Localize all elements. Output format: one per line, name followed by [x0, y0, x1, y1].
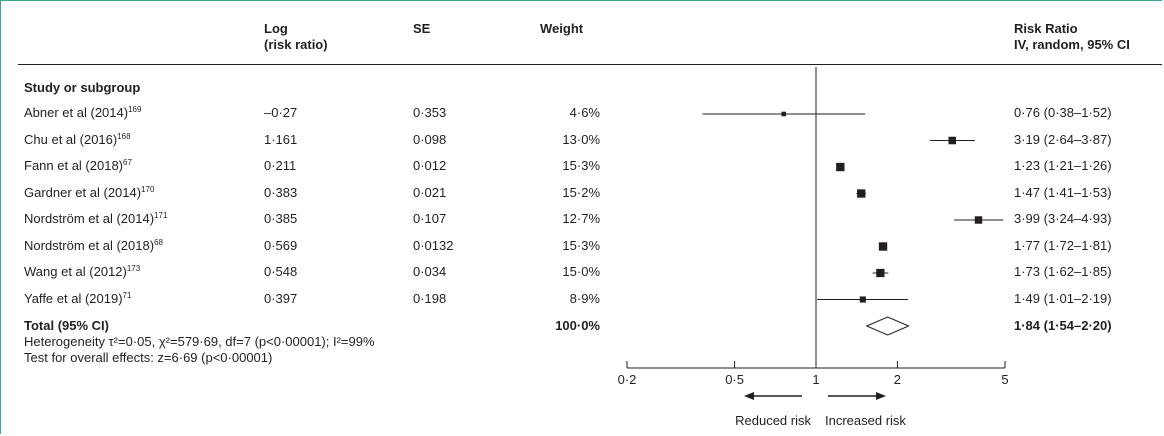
study-weight: 15·3%	[562, 158, 600, 173]
study-reference: 71	[122, 291, 132, 300]
study-se: 0·0132	[413, 238, 454, 253]
study-name: Fann et al (2018)67	[24, 158, 132, 174]
study-name: Nordström et al (2014)171	[24, 211, 167, 227]
x-tick-label: 0·5	[725, 372, 744, 387]
header-risk-ratio: Risk Ratio IV, random, 95% CI	[1014, 21, 1130, 52]
study-weight: 15·3%	[562, 238, 600, 253]
study-ci: 3·19 (2·64–3·87)	[1014, 132, 1112, 147]
reduced-risk-label: Reduced risk	[735, 413, 811, 428]
study-point-square	[876, 268, 885, 278]
study-ci: 1·47 (1·41–1·53)	[1014, 185, 1112, 200]
study-weight: 15·2%	[562, 185, 600, 200]
study-se: 0·107	[413, 211, 447, 226]
study-name-text: Nordström et al (2014)	[24, 211, 155, 226]
study-reference: 169	[128, 105, 142, 114]
header-se: SE	[413, 21, 431, 36]
study-point-square	[878, 242, 888, 251]
study-ci: 0·76 (0·38–1·52)	[1014, 105, 1112, 120]
study-name: Wang et al (2012)173	[24, 264, 140, 280]
heterogeneity-note: Heterogeneity τ²=0·05, χ²=579·69, df=7 (…	[24, 334, 375, 349]
study-weight: 13·0%	[562, 132, 600, 147]
study-se: 0·198	[413, 291, 447, 306]
study-ci: 1·23 (1·21–1·26)	[1014, 158, 1112, 173]
study-se: 0·034	[413, 264, 447, 279]
study-name: Abner et al (2014)169	[24, 105, 141, 121]
study-name: Chu et al (2016)168	[24, 132, 131, 148]
x-tick-label: 5	[1001, 372, 1008, 387]
pooled-diamond	[865, 316, 910, 336]
study-name-text: Chu et al (2016)	[24, 132, 118, 147]
study-log-rr: 0·383	[264, 185, 298, 200]
study-se: 0·353	[413, 105, 447, 120]
increased-risk-label: Increased risk	[825, 413, 906, 428]
overall-effect-note: Test for overall effects: z=6·69 (p<0·00…	[24, 350, 273, 365]
study-log-rr: –0·27	[264, 105, 298, 120]
section-label: Study or subgroup	[24, 80, 141, 95]
study-se: 0·021	[413, 185, 447, 200]
study-ci: 1·73 (1·62–1·85)	[1014, 264, 1112, 279]
study-weight: 15·0%	[562, 264, 600, 279]
total-weight: 100·0%	[555, 318, 600, 333]
study-name-text: Yaffe et al (2019)	[24, 291, 123, 306]
study-log-rr: 0·548	[264, 264, 298, 279]
study-name-text: Nordström et al (2018)	[24, 238, 155, 253]
header-rule	[18, 64, 1162, 65]
study-name-text: Wang et al (2012)	[24, 264, 127, 279]
study-reference: 170	[141, 185, 155, 194]
study-log-rr: 0·211	[264, 158, 297, 173]
study-name-text: Abner et al (2014)	[24, 105, 129, 120]
study-point-square	[859, 296, 866, 303]
study-log-rr: 0·569	[264, 238, 298, 253]
study-ci: 1·77 (1·72–1·81)	[1014, 238, 1112, 253]
study-ci: 1·49 (1·01–2·19)	[1014, 291, 1112, 306]
study-se: 0·098	[413, 132, 447, 147]
study-reference: 68	[154, 238, 163, 247]
header-weight: Weight	[540, 21, 584, 36]
study-point-square	[836, 162, 845, 172]
x-tick-label: 2	[894, 372, 901, 387]
study-reference: 171	[154, 211, 168, 220]
study-point-square	[974, 216, 983, 224]
study-point-square	[948, 136, 956, 145]
study-se: 0·012	[413, 158, 447, 173]
study-name: Gardner et al (2014)170	[24, 185, 154, 201]
study-reference: 168	[117, 132, 131, 141]
increased-risk-arrowhead	[876, 392, 886, 400]
study-log-rr: 0·385	[264, 211, 298, 226]
study-point-square	[857, 189, 866, 198]
study-log-rr: 1·161	[264, 132, 298, 147]
study-reference: 67	[123, 158, 132, 167]
total-label: Total (95% CI)	[24, 318, 109, 333]
reduced-risk-arrowhead	[744, 392, 754, 400]
study-name-text: Gardner et al (2014)	[24, 185, 142, 200]
study-log-rr: 0·397	[264, 291, 298, 306]
study-point-square	[781, 111, 787, 117]
total-ci: 1·84 (1·54–2·20)	[1014, 318, 1112, 333]
x-tick-label: 0·2	[618, 372, 637, 387]
study-weight: 12·7%	[562, 211, 600, 226]
study-name: Yaffe et al (2019)71	[24, 291, 131, 307]
study-name: Nordström et al (2018)68	[24, 238, 163, 254]
header-log-risk-ratio: Log (risk ratio)	[264, 21, 328, 52]
study-name-text: Fann et al (2018)	[24, 158, 124, 173]
study-weight: 8·9%	[569, 291, 600, 306]
x-tick-label: 1	[812, 372, 819, 387]
study-ci: 3·99 (3·24–4·93)	[1014, 211, 1112, 226]
study-weight: 4·6%	[569, 105, 600, 120]
study-reference: 173	[126, 264, 141, 273]
